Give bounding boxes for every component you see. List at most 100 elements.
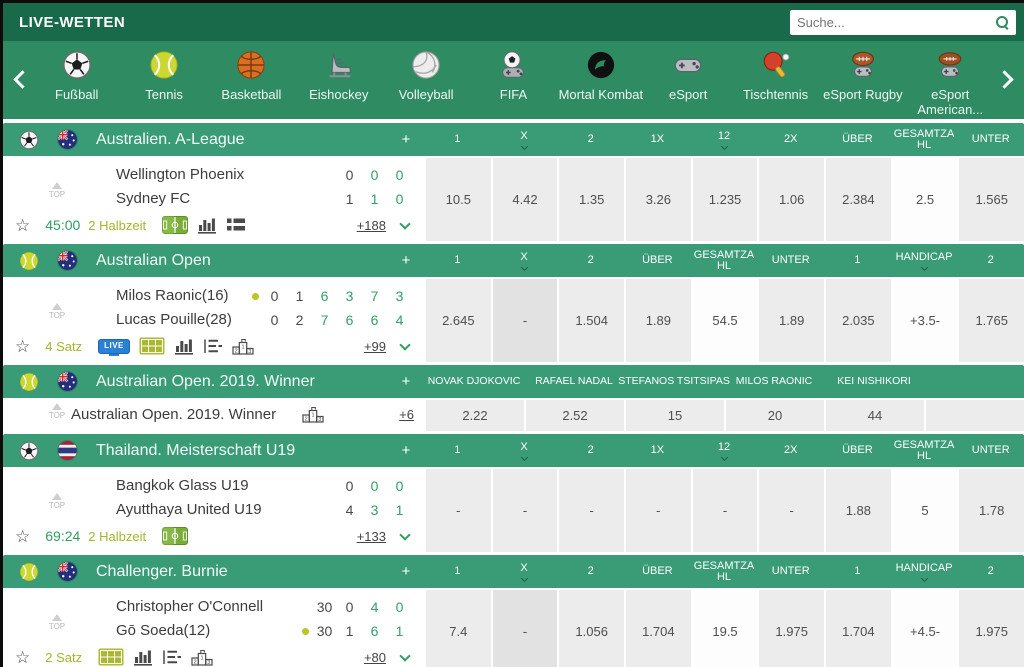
odds-cell[interactable]: +4.5-	[890, 588, 958, 667]
odds-cell[interactable]: 1.975	[757, 588, 825, 667]
odds-cell[interactable]: 2.52	[524, 398, 624, 431]
chart-icon[interactable]	[197, 216, 217, 234]
score-cell: 7	[370, 288, 379, 304]
favorite-star[interactable]: ☆	[15, 215, 31, 235]
column-header-x-1[interactable]: X	[491, 123, 558, 156]
expand-markets-link[interactable]: +6	[399, 407, 414, 422]
odds-cell[interactable]: 1.235	[690, 156, 758, 241]
odds-cell[interactable]: 4.42	[490, 156, 558, 241]
more-markets-button[interactable]: +	[401, 131, 411, 148]
court-icon[interactable]	[98, 648, 124, 666]
pitch-icon[interactable]	[162, 216, 189, 234]
pitch-icon[interactable]	[162, 527, 189, 545]
favorite-star[interactable]: ☆	[15, 526, 31, 546]
odds-cell[interactable]: -	[490, 467, 558, 552]
sport-item-esport-american[interactable]: eSport American...	[907, 51, 994, 117]
odds-cell[interactable]: -	[624, 467, 691, 552]
match-info[interactable]: TOP Bangkok Glass U19 Ayutthaya United U19…	[3, 467, 424, 552]
list-lines-icon[interactable]	[162, 649, 182, 665]
match-info[interactable]: TOP Christopher O'Connell Gō Soeda(12) 30 0 4…	[3, 588, 424, 667]
search-icon[interactable]	[995, 15, 1009, 29]
odds-cell[interactable]: 15	[624, 398, 724, 431]
expand-markets-link[interactable]: +188	[356, 217, 386, 233]
odds-cell[interactable]: 2.5	[890, 156, 958, 241]
odds-cell[interactable]: 10.5	[424, 156, 491, 241]
sport-item-basketball[interactable]: Basketball	[208, 51, 295, 117]
odds-cell[interactable]: 2.384	[824, 156, 891, 241]
odds-cell[interactable]: 2.645	[424, 277, 491, 362]
chevron-down-icon[interactable]	[399, 217, 411, 230]
odds-cell[interactable]: 1.89	[757, 277, 825, 362]
odds-cell[interactable]: 44	[824, 398, 924, 431]
more-markets-button[interactable]: +	[401, 252, 411, 269]
column-header-handicap-7[interactable]: HANDICAP	[891, 555, 958, 588]
expand-markets-link[interactable]: +80	[363, 649, 386, 665]
court-icon[interactable]	[139, 337, 165, 355]
odds-cell[interactable]: 20	[724, 398, 824, 431]
sport-item-eishockey[interactable]: Eishockey	[295, 51, 382, 117]
sport-item-volleyball[interactable]: Volleyball	[382, 51, 469, 117]
odds-cell[interactable]: -	[424, 467, 491, 552]
sport-item-esport-rugby[interactable]: eSport Rugby	[819, 51, 906, 117]
odds-cell[interactable]: 1.704	[824, 588, 891, 667]
sport-item-fu-ball[interactable]: Fußball	[33, 51, 120, 117]
odds-cell[interactable]: 1.704	[624, 588, 691, 667]
sport-item-tischtennis[interactable]: Tischtennis	[732, 51, 819, 117]
favorite-star[interactable]: ☆	[15, 336, 31, 356]
column-header-12-4[interactable]: 12	[691, 434, 758, 467]
sport-item-esport[interactable]: eSport	[645, 51, 732, 117]
odds-cell[interactable]: -	[757, 467, 825, 552]
sport-item-tennis[interactable]: Tennis	[120, 51, 207, 117]
odds-cell[interactable]: 3.26	[624, 156, 691, 241]
odds-cell[interactable]: 1.765	[957, 277, 1024, 362]
odds-cell[interactable]: 1.88	[824, 467, 891, 552]
list-squares-icon[interactable]	[226, 217, 246, 233]
odds-cell[interactable]: -	[557, 467, 625, 552]
prev-sports-arrow[interactable]	[13, 70, 32, 89]
column-header-12-4[interactable]: 12	[691, 123, 758, 156]
match-info[interactable]: TOP Milos Raonic(16) Lucas Pouille(28) 0 1 6 3…	[3, 277, 424, 362]
list-lines-icon[interactable]	[203, 338, 223, 354]
odds-cell[interactable]: 1.565	[957, 156, 1024, 241]
odds-cell[interactable]: 1.06	[757, 156, 825, 241]
column-header-handicap-7[interactable]: HANDICAP	[891, 244, 958, 277]
odds-cell[interactable]: 2.035	[824, 277, 891, 362]
odds-cell[interactable]: 1.056	[557, 588, 625, 667]
more-markets-button[interactable]: +	[401, 563, 411, 580]
odds-cell[interactable]: -	[690, 467, 758, 552]
odds-cell[interactable]: 1.504	[557, 277, 625, 362]
odds-cell[interactable]: 19.5	[690, 588, 758, 667]
column-header-x-1[interactable]: X	[491, 434, 558, 467]
odds-cell[interactable]: 1.35	[557, 156, 625, 241]
odds-cell[interactable]: 54.5	[690, 277, 758, 362]
expand-markets-link[interactable]: +133	[356, 528, 386, 544]
sport-item-fifa[interactable]: FIFA	[470, 51, 557, 117]
outright-info[interactable]: TOP Australian Open. 2019. Winner 2 1 3 +6	[3, 398, 424, 431]
sport-item-mortal-kombat[interactable]: Mortal Kombat	[557, 51, 644, 117]
chevron-down-icon[interactable]	[399, 338, 411, 351]
chevron-down-icon[interactable]	[399, 649, 411, 662]
odds-cell[interactable]: 5	[890, 467, 958, 552]
chevron-down-icon[interactable]	[399, 528, 411, 541]
chart-icon[interactable]	[174, 337, 194, 355]
column-header-x-1[interactable]: X	[491, 555, 558, 588]
expand-markets-link[interactable]: +99	[363, 338, 386, 354]
odds-cell[interactable]: 7.4	[424, 588, 491, 667]
odds-cell[interactable]: 1.975	[957, 588, 1024, 667]
match-info[interactable]: TOP Wellington Phoenix Sydney FC 0 0 0 1 1 0 ☆ 45:…	[3, 156, 424, 241]
favorite-star[interactable]: ☆	[15, 647, 31, 667]
chart-icon[interactable]	[133, 648, 153, 666]
more-markets-button[interactable]: +	[401, 442, 411, 459]
odds-cell[interactable]: 1.89	[624, 277, 691, 362]
odds-cell[interactable]: 2.22	[424, 398, 524, 431]
odds-cell[interactable]: 1.78	[957, 467, 1024, 552]
next-sports-arrow[interactable]	[995, 70, 1014, 89]
more-markets-button[interactable]: +	[401, 373, 411, 390]
odds-cell[interactable]: +3.5-	[890, 277, 958, 362]
search-input[interactable]	[797, 14, 995, 30]
column-header-x-1[interactable]: X	[491, 244, 558, 277]
